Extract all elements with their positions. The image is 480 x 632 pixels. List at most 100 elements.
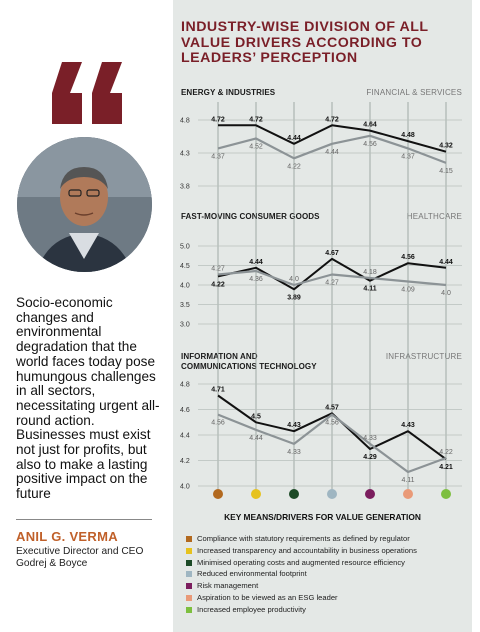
driver-dot-icon <box>441 489 451 499</box>
legend-swatch-icon <box>186 536 192 542</box>
legend-item: Increased transparency and accountabilit… <box>186 545 472 557</box>
driver-dot-icon <box>213 489 223 499</box>
data-label: 4.36 <box>249 276 263 283</box>
data-label: 4.33 <box>363 435 377 442</box>
author-name: ANIL G. VERMA <box>16 529 118 544</box>
legend-item: Increased employee productivity <box>186 604 472 616</box>
legend-label: Compliance with statutory requirements a… <box>197 534 410 543</box>
data-label: 4.18 <box>363 269 377 276</box>
driver-dot-icon <box>251 489 261 499</box>
data-label: 4.56 <box>325 420 339 427</box>
data-label: 4.5 <box>251 413 261 420</box>
data-label: 4.0 <box>289 276 299 283</box>
data-label: 4.72 <box>249 116 263 123</box>
y-tick-label: 4.6 <box>180 407 190 414</box>
data-label: 4.56 <box>401 254 415 261</box>
data-label: 4.22 <box>439 449 453 456</box>
data-label: 4.44 <box>249 435 263 442</box>
driver-dot-icon <box>289 489 299 499</box>
author-role-line1: Executive Director and CEO <box>16 546 144 557</box>
data-label: 4.57 <box>325 404 339 411</box>
legend-label: Increased transparency and accountabilit… <box>197 545 417 555</box>
legend-swatch-icon <box>186 594 192 601</box>
data-label: 4.33 <box>287 449 301 456</box>
chart-panel <box>173 0 472 632</box>
data-label: 4.37 <box>211 153 225 160</box>
y-tick-label: 4.8 <box>180 118 190 125</box>
data-label: 4.44 <box>439 259 453 266</box>
legend-swatch-icon <box>186 547 192 554</box>
y-tick-label: 4.4 <box>180 433 190 440</box>
data-label: 4.22 <box>287 163 301 170</box>
data-label: 4.09 <box>401 286 415 293</box>
driver-dot-icon <box>365 489 375 499</box>
key-title: KEY MEANS/DRIVERS FOR VALUE GENERATION <box>224 512 421 522</box>
data-label: 4.27 <box>325 279 339 286</box>
series-line-primary <box>218 124 447 153</box>
y-tick-label: 3.5 <box>180 302 190 309</box>
data-label: 4.43 <box>287 422 301 429</box>
legend-swatch-icon <box>186 571 192 578</box>
quote-mark-icon <box>52 62 122 124</box>
y-tick-label: 4.8 <box>180 382 190 389</box>
data-label: 4.44 <box>287 135 301 142</box>
chart-1-right-title: FINANCIAL & SERVICES <box>366 88 462 97</box>
chart-2-left-title: FAST-MOVING CONSUMER GOODS <box>181 212 320 221</box>
data-label: 4.56 <box>363 141 377 148</box>
series-line-secondary <box>217 269 447 287</box>
legend-swatch-icon <box>186 559 192 566</box>
legend-label: Risk management <box>197 581 259 591</box>
data-label: 4.21 <box>439 464 453 471</box>
legend-item: Reduced environmental footprint <box>186 568 472 580</box>
data-label: 4.71 <box>211 386 225 393</box>
driver-dot-icon <box>327 489 337 499</box>
pull-quote: Socio-economic changes and environmental… <box>16 295 160 502</box>
data-label: 4.32 <box>439 143 453 150</box>
y-tick-label: 4.5 <box>180 263 190 270</box>
data-label: 3.89 <box>287 294 301 301</box>
data-label: 4.37 <box>401 153 415 160</box>
data-label: 4.43 <box>401 422 415 429</box>
series-line-secondary <box>217 413 447 474</box>
legend-label: Aspiration to be viewed as an ESG leader <box>197 592 338 602</box>
data-label: 4.64 <box>363 122 377 129</box>
data-label: 4.44 <box>325 149 339 156</box>
legend-swatch-icon <box>186 606 192 613</box>
series-line-secondary <box>217 134 447 164</box>
data-label: 4.72 <box>211 116 225 123</box>
chart-1-left-title: ENERGY & INDUSTRIES <box>181 88 276 97</box>
author-role-line2: Godrej & Boyce <box>16 558 88 569</box>
chart-2-right-title: HEALTHCARE <box>406 212 462 221</box>
series-line-primary <box>217 394 447 461</box>
data-label: 4.72 <box>325 116 339 123</box>
legend-item: Compliance with statutory requirements a… <box>186 533 472 545</box>
data-label: 4.67 <box>325 250 339 257</box>
y-tick-label: 4.0 <box>180 283 190 290</box>
legend-label: Minimised operating costs and augmented … <box>197 557 405 567</box>
data-label: 4.11 <box>401 477 414 484</box>
chart-3-left-title: INFORMATION AND COMMUNICATIONS TECHNOLOG… <box>181 352 317 371</box>
legend-item: Aspiration to be viewed as an ESG leader <box>186 592 472 604</box>
y-tick-label: 5.0 <box>180 244 190 251</box>
panel-title: INDUSTRY-WISE DIVISION OF ALL VALUE DRIV… <box>181 19 429 67</box>
y-tick-label: 4.2 <box>180 458 190 465</box>
y-tick-label: 4.0 <box>180 484 190 491</box>
legend-label: Reduced environmental footprint <box>197 569 307 579</box>
data-label: 4.56 <box>211 420 225 427</box>
chart-3-left-title-line2: COMMUNICATIONS TECHNOLOGY <box>181 361 317 371</box>
divider <box>16 519 152 520</box>
quote-column: Socio-economic changes and environmental… <box>0 0 170 632</box>
legend-item: Minimised operating costs and augmented … <box>186 557 472 569</box>
y-tick-label: 3.8 <box>180 184 190 191</box>
y-tick-label: 3.0 <box>180 322 190 329</box>
data-label: 4.44 <box>249 259 263 266</box>
legend-label: Increased employee productivity <box>197 604 306 614</box>
data-label: 4.0 <box>441 290 451 297</box>
driver-dot-icon <box>403 489 413 499</box>
legend-swatch-icon <box>186 583 192 590</box>
data-label: 4.27 <box>211 265 225 272</box>
y-tick-label: 4.3 <box>180 151 190 158</box>
portrait-photo <box>17 137 152 272</box>
author-role: Executive Director and CEO Godrej & Boyc… <box>16 546 143 570</box>
